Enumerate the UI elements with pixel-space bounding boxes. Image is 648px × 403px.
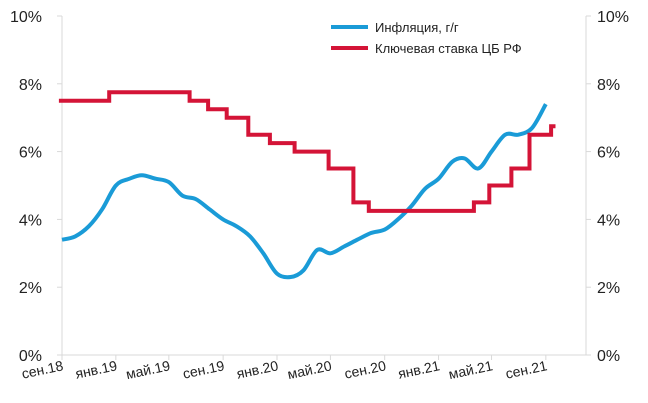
x-tick-label: май.20 [286, 357, 333, 382]
y-tick-label-left: 4% [19, 212, 42, 229]
x-tick-label: сен.21 [504, 357, 549, 381]
y-tick-label-left: 10% [10, 9, 42, 26]
x-tick-label: сен.19 [181, 357, 226, 381]
y-tick-label-right: 4% [597, 212, 620, 229]
y-axis-right-ticks: 0% 2% 4% 6% 8% 10% [586, 9, 629, 365]
legend: Инфляция, г/г Ключевая ставка ЦБ РФ [331, 20, 522, 56]
y-tick-label-left: 8% [19, 77, 42, 94]
y-axis-left-ticks: 0% 2% 4% 6% 8% 10% [10, 9, 62, 365]
legend-label-inflation: Инфляция, г/г [375, 20, 459, 35]
y-tick-label-left: 0% [19, 348, 42, 365]
x-tick-label: янв.21 [397, 357, 442, 381]
legend-label-key-rate: Ключевая ставка ЦБ РФ [375, 41, 522, 56]
y-tick-label-left: 6% [19, 145, 42, 162]
y-tick-label-left: 2% [19, 280, 42, 297]
x-tick-label: янв.20 [235, 357, 280, 381]
x-tick-label: сен.20 [343, 357, 388, 381]
x-tick-label: май.19 [124, 357, 171, 382]
y-tick-label-right: 8% [597, 77, 620, 94]
y-tick-label-right: 2% [597, 280, 620, 297]
series-line-inflation [61, 103, 548, 280]
series-line-key-rate [58, 90, 556, 213]
series-layer [58, 90, 556, 280]
x-tick-label: янв.19 [74, 357, 119, 381]
y-tick-label-right: 6% [597, 145, 620, 162]
x-tick-label: май.21 [447, 357, 494, 382]
y-tick-label-right: 10% [597, 9, 629, 26]
y-tick-label-right: 0% [597, 348, 620, 365]
x-axis-ticks: сен.18 янв.19 май.19 сен.19 янв.20 май.20 сен.… [20, 355, 549, 382]
axes [61, 16, 587, 356]
